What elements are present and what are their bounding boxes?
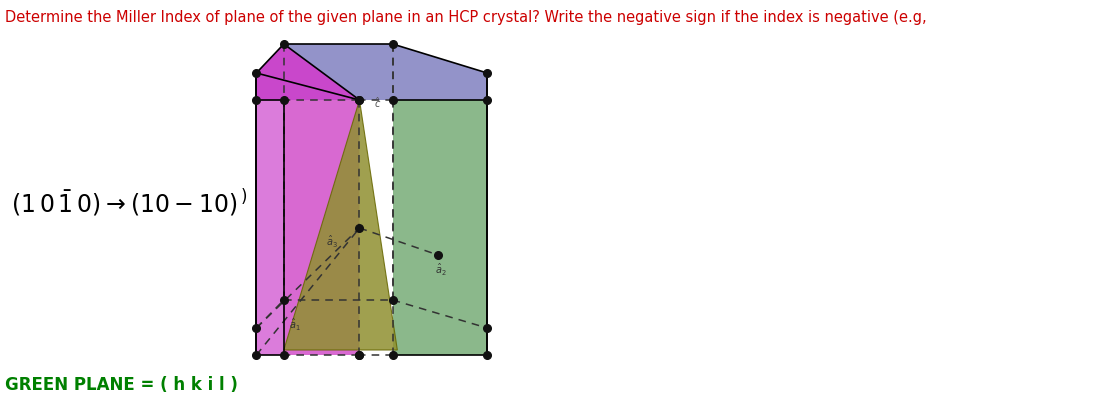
Text: Determine the Miller Index of plane of the given plane in an HCP crystal? Write : Determine the Miller Index of plane of t…: [6, 10, 927, 25]
Polygon shape: [284, 100, 360, 355]
Text: $\hat{c}$: $\hat{c}$: [374, 96, 381, 110]
Polygon shape: [257, 44, 487, 100]
Text: $\hat{a}_1$: $\hat{a}_1$: [288, 317, 300, 333]
Polygon shape: [257, 44, 360, 355]
Text: GREEN PLANE = ( h k i l ): GREEN PLANE = ( h k i l ): [6, 376, 238, 394]
Polygon shape: [284, 100, 398, 350]
Text: $\hat{a}_2$: $\hat{a}_2$: [436, 262, 447, 278]
Polygon shape: [392, 100, 487, 355]
Text: $\hat{a}_3$: $\hat{a}_3$: [326, 234, 338, 250]
Polygon shape: [257, 44, 360, 100]
Text: $\left(1\,0\,\bar{1}\,0\right)\rightarrow\left(10-10\right)^{\,)}$: $\left(1\,0\,\bar{1}\,0\right)\rightarro…: [10, 188, 247, 219]
